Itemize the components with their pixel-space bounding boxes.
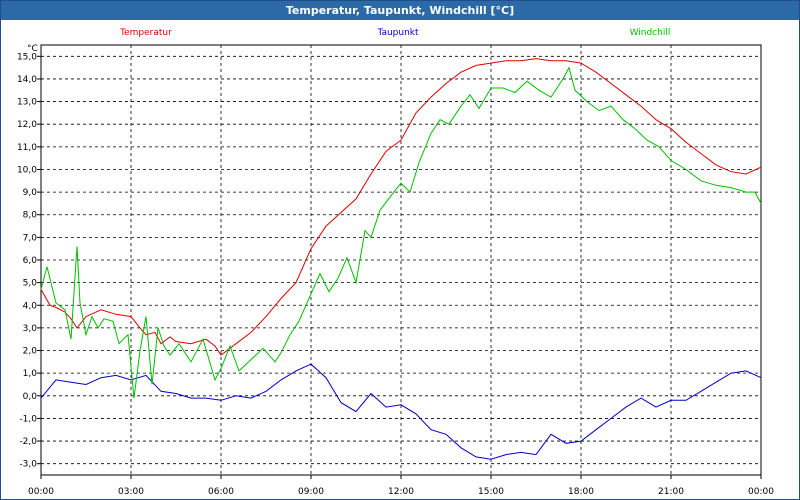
- y-tick-label: 8,0: [23, 211, 38, 221]
- x-tick-time-label: 18:00: [568, 487, 594, 497]
- y-tick-label: 5,0: [23, 279, 38, 289]
- y-tick-label: 9,0: [23, 188, 38, 198]
- line-chart: 15,0 14,0 13,0 12,0 11,0 10,0 9,0 8,0 7,0 6,0 5,0 4…: [17, 28, 774, 497]
- x-tick-time-label: 12:00: [388, 487, 414, 497]
- window-title: Temperatur, Taupunkt, Windchill [°C]: [1, 1, 799, 20]
- x-tick-time-label: 09:00: [298, 487, 324, 497]
- x-tick-time-label: 06:00: [208, 487, 234, 497]
- y-axis-unit-label: °C: [27, 44, 38, 54]
- legend-entry-taupunkt: Taupunkt: [376, 28, 419, 38]
- y-tick-label: 15,0: [17, 52, 37, 62]
- y-tick-label: 11,0: [17, 143, 37, 153]
- y-tick-label: 2,0: [23, 347, 38, 357]
- y-tick-label: 6,0: [23, 256, 38, 266]
- y-tick-label: 13,0: [17, 98, 37, 108]
- x-tick-time-label: 15:00: [478, 487, 504, 497]
- y-tick-label: 14,0: [17, 75, 37, 85]
- y-tick-label: -1,0: [19, 414, 37, 424]
- grid: [41, 45, 761, 475]
- y-tick-label: 7,0: [23, 233, 38, 243]
- y-tick-label: 4,0: [23, 301, 38, 311]
- y-tick-label: 12,0: [17, 120, 37, 130]
- x-tick-time-label: 00:00: [28, 487, 54, 497]
- legend-entry-temperatur: Temperatur: [119, 28, 172, 38]
- legend-entry-windchill: Windchill: [630, 28, 671, 38]
- series-line-windchill: [40, 66, 762, 399]
- series-line-temperatur: [40, 58, 762, 356]
- series-line-taupunkt: [40, 363, 762, 460]
- legend: Temperatur Taupunkt Windchill: [119, 28, 670, 38]
- y-tick-label: 1,0: [23, 369, 38, 379]
- x-tick-time-label: 03:00: [118, 487, 144, 497]
- x-tick-time-label: 21:00: [658, 487, 684, 497]
- y-tick-label: 0,0: [23, 392, 38, 402]
- y-tick-label: 3,0: [23, 324, 38, 334]
- y-tick-label: -3,0: [19, 460, 37, 470]
- y-axis-ticks: 15,0 14,0 13,0 12,0 11,0 10,0 9,0 8,0 7,0 6,0 5,0 4…: [17, 52, 41, 470]
- x-axis-ticks: 00:0006.04.1803:0006.04.1806:0006.04.180…: [28, 475, 774, 497]
- y-tick-label: 10,0: [17, 165, 37, 175]
- x-tick-time-label: 00:00: [748, 487, 774, 497]
- y-tick-label: -2,0: [19, 437, 37, 447]
- series-layer: [40, 58, 762, 460]
